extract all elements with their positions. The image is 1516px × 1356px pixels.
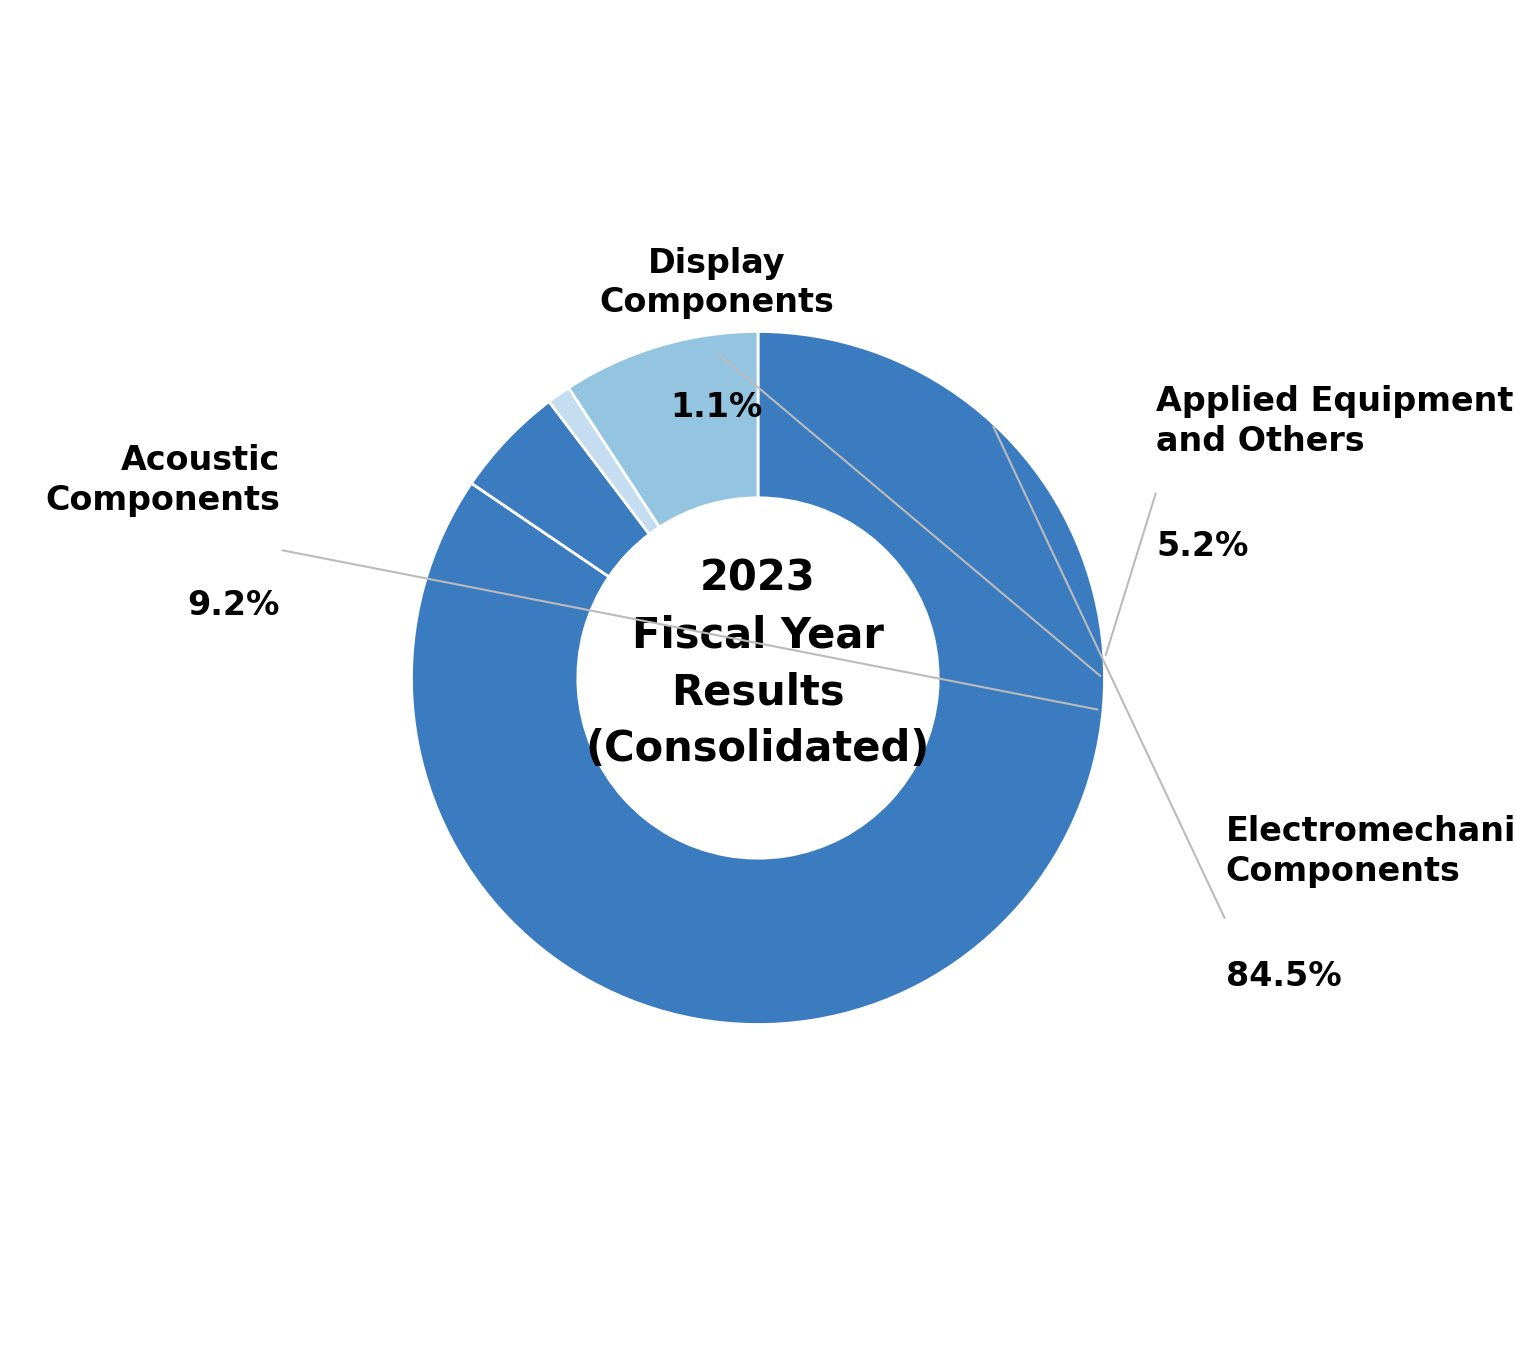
Wedge shape (411, 331, 1105, 1025)
Text: Acoustic
Components: Acoustic Components (45, 445, 280, 517)
Text: 2023
Fiscal Year
Results
(Consolidated): 2023 Fiscal Year Results (Consolidated) (585, 557, 931, 770)
Text: 5.2%: 5.2% (1157, 530, 1249, 563)
Text: 1.1%: 1.1% (670, 392, 763, 424)
Text: 84.5%: 84.5% (1226, 960, 1342, 993)
Text: 9.2%: 9.2% (188, 589, 280, 622)
Text: Electromechanical
Components: Electromechanical Components (1226, 815, 1516, 888)
Wedge shape (549, 388, 659, 534)
Text: Applied Equipment
and Others: Applied Equipment and Others (1157, 385, 1514, 458)
Wedge shape (568, 331, 758, 527)
Text: Display
Components: Display Components (599, 247, 834, 319)
Wedge shape (471, 401, 649, 576)
